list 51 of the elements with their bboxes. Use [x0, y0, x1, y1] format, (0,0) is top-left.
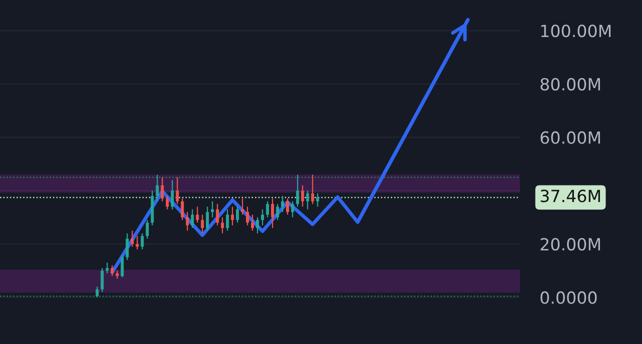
candlestick [156, 174, 159, 202]
candlestick [266, 200, 270, 218]
candlestick [206, 206, 209, 232]
candlestick [176, 176, 179, 205]
candlestick [216, 203, 219, 226]
candlestick [190, 208, 194, 229]
candlestick [116, 270, 119, 280]
line-series [110, 18, 470, 274]
candlestick [220, 216, 224, 234]
candlestick [230, 206, 234, 226]
candlestick [256, 216, 260, 234]
candlestick [246, 206, 249, 226]
ref-line-label: 37.46M [540, 190, 600, 202]
candlestick [100, 267, 104, 293]
candlestick [276, 203, 280, 221]
candlestick [186, 211, 189, 232]
candlestick [106, 262, 109, 274]
candlestick [130, 230, 134, 248]
candlestick [120, 254, 124, 278]
candlestick [236, 206, 239, 224]
candlestick [250, 214, 254, 232]
candlestick [170, 179, 174, 210]
candlestick [200, 214, 204, 234]
candlestick [146, 219, 149, 240]
candlestick [291, 200, 294, 218]
candlestick [166, 195, 169, 210]
candlestick [226, 208, 229, 232]
y-tick-label: 60.00M [540, 131, 600, 144]
candlestick [126, 232, 129, 261]
candlestick [140, 232, 144, 250]
y-tick-label: 100.00M [541, 24, 611, 38]
candlestick [316, 192, 320, 208]
candlestick [261, 208, 264, 226]
y-tick-label: 80.00M [540, 78, 600, 91]
candlestick [296, 174, 300, 208]
candlestick [96, 286, 99, 298]
candlestick [311, 174, 314, 205]
y-tick-label: 20.00M [540, 238, 600, 251]
candlestick [180, 198, 184, 221]
candlestick [271, 198, 274, 229]
candlestick [210, 200, 214, 218]
candlestick [281, 195, 284, 213]
candlestick [136, 235, 139, 250]
candlestick [286, 198, 290, 216]
candlestick [306, 190, 310, 210]
candlestick [160, 176, 164, 202]
candlestick [240, 198, 244, 216]
candlestick [110, 264, 114, 277]
candlestick [301, 184, 304, 208]
candlestick [196, 206, 199, 224]
y-tick-label: 0.0000 [540, 291, 597, 304]
